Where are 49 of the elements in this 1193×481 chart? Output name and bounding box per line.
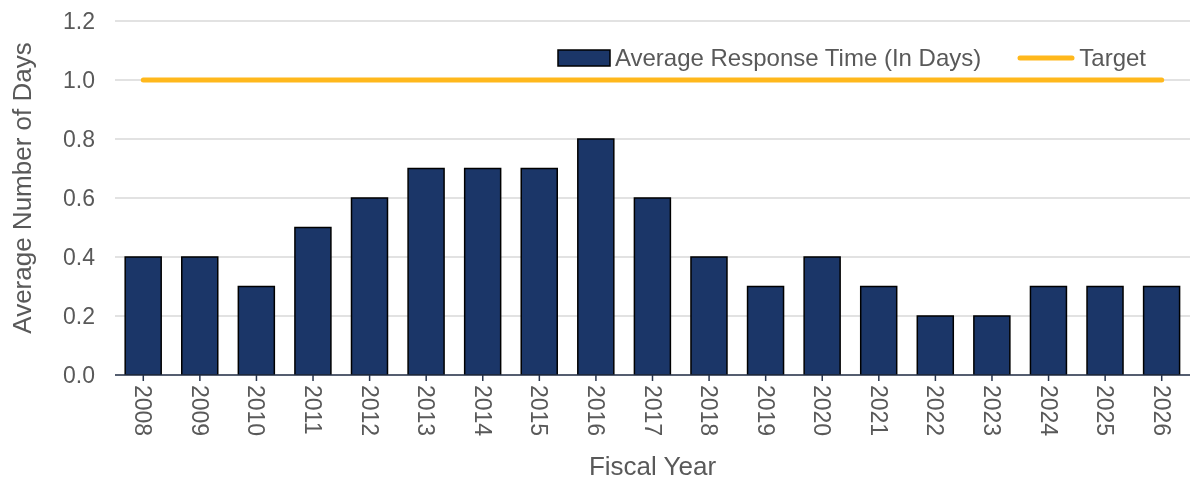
- bar: [916, 315, 955, 375]
- y-tick-label: 0.2: [63, 303, 95, 330]
- x-tick-label: 2017: [639, 385, 666, 437]
- x-tick-label: 2015: [526, 385, 553, 437]
- x-tick-label: 2016: [582, 385, 609, 437]
- bar: [407, 167, 445, 375]
- bar: [1029, 285, 1068, 375]
- x-tick-label: 2023: [978, 385, 1005, 437]
- x-tick-label: 2013: [413, 385, 440, 437]
- bar: [294, 226, 332, 375]
- bar: [859, 285, 898, 375]
- y-tick-label: 0.4: [63, 244, 96, 271]
- y-tick-label: 0.6: [63, 185, 95, 212]
- x-tick-label: 2009: [186, 385, 213, 437]
- x-tick-label: 2026: [1148, 385, 1175, 437]
- x-tick-label: 2021: [865, 385, 892, 437]
- x-tick-label: 2025: [1092, 385, 1119, 437]
- bar: [1086, 285, 1124, 375]
- x-tick-label: 2010: [243, 385, 270, 437]
- bar: [973, 315, 1011, 375]
- x-tick-label: 2022: [922, 385, 949, 437]
- legend-label: Target: [1079, 44, 1146, 72]
- bar: [803, 256, 841, 375]
- bar: [690, 256, 728, 375]
- y-tick-label: 0.0: [63, 362, 95, 389]
- y-axis-title: Average Number of Days: [7, 42, 37, 334]
- bar: [633, 197, 672, 375]
- x-tick-label: 2014: [469, 385, 496, 437]
- x-axis-title: Fiscal Year: [588, 451, 717, 481]
- x-tick-label: 2019: [752, 385, 779, 437]
- bar: [520, 167, 558, 375]
- bar: [1142, 285, 1181, 375]
- bar: [237, 285, 276, 375]
- x-tick-label: 2020: [809, 385, 836, 437]
- x-tick-label: 2011: [300, 385, 327, 435]
- bar: [350, 197, 389, 375]
- bar: [463, 167, 502, 375]
- x-tick-label: 2018: [696, 385, 723, 437]
- x-tick-label: 2008: [130, 385, 157, 437]
- y-tick-label: 1.0: [63, 67, 95, 94]
- x-tick-label: 2024: [1035, 385, 1062, 437]
- bar: [124, 256, 162, 375]
- legend-label: Average Response Time (In Days): [614, 44, 982, 72]
- bar: [577, 138, 615, 375]
- bar: [746, 285, 785, 375]
- y-tick-label: 1.2: [63, 8, 95, 35]
- bar: [181, 256, 219, 375]
- y-tick-label: 0.8: [63, 126, 95, 153]
- x-tick-label: 2012: [356, 385, 383, 437]
